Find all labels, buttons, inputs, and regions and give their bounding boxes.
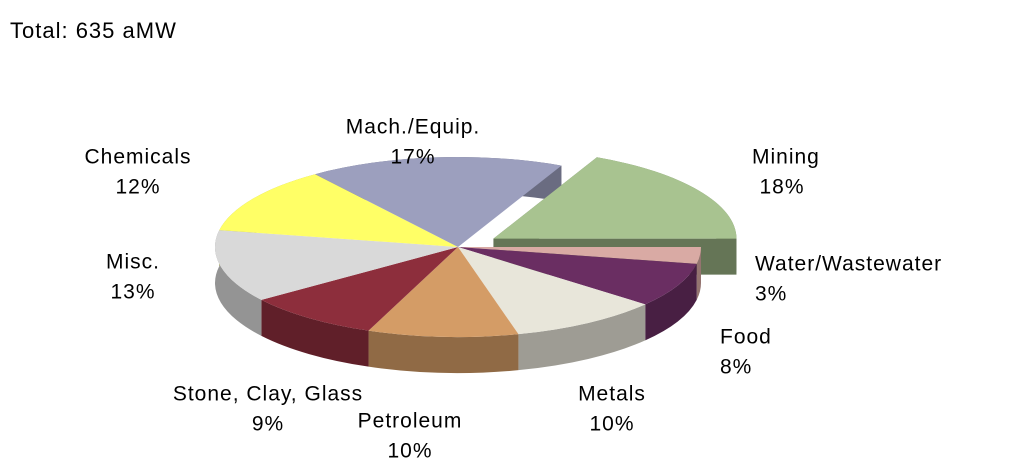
chart-title: Total: 635 aMW [10, 18, 177, 43]
slice [493, 157, 737, 239]
slice [458, 247, 701, 264]
slice-side [696, 247, 701, 300]
slice [215, 230, 458, 300]
slice-label: Food [720, 326, 772, 349]
slice-label: Metals [578, 383, 646, 406]
slice [261, 247, 458, 331]
slice-label: Water/Wastewater [755, 253, 942, 276]
slice-label: Misc. [106, 251, 160, 274]
slice-side [645, 263, 697, 341]
slice-value-label: 8% [720, 356, 752, 379]
slice-label: Mining [752, 146, 820, 169]
slice-value-label: 3% [755, 283, 787, 306]
slice-label: Petroleum [358, 410, 463, 433]
slice-label: Chemicals [84, 146, 191, 169]
slice [315, 157, 562, 247]
slice-side [215, 230, 262, 336]
slice [368, 247, 519, 337]
slice-value-label: 9% [252, 413, 284, 436]
slice-value-label: 18% [759, 176, 804, 199]
slice [458, 247, 697, 305]
slice-value-label: 12% [115, 176, 160, 199]
slice [219, 174, 458, 247]
slice-value-label: 13% [110, 281, 155, 304]
slice-value-label: 10% [387, 440, 432, 463]
slice-value-label: 10% [589, 413, 634, 436]
slice-value-label: 17% [390, 146, 435, 169]
slice [458, 247, 646, 335]
slice-side [368, 330, 519, 373]
slice-side [261, 299, 369, 367]
slice-label: Stone, Clay, Glass [173, 383, 363, 406]
slice-label: Mach./Equip. [346, 116, 481, 139]
slice-side [518, 304, 646, 371]
